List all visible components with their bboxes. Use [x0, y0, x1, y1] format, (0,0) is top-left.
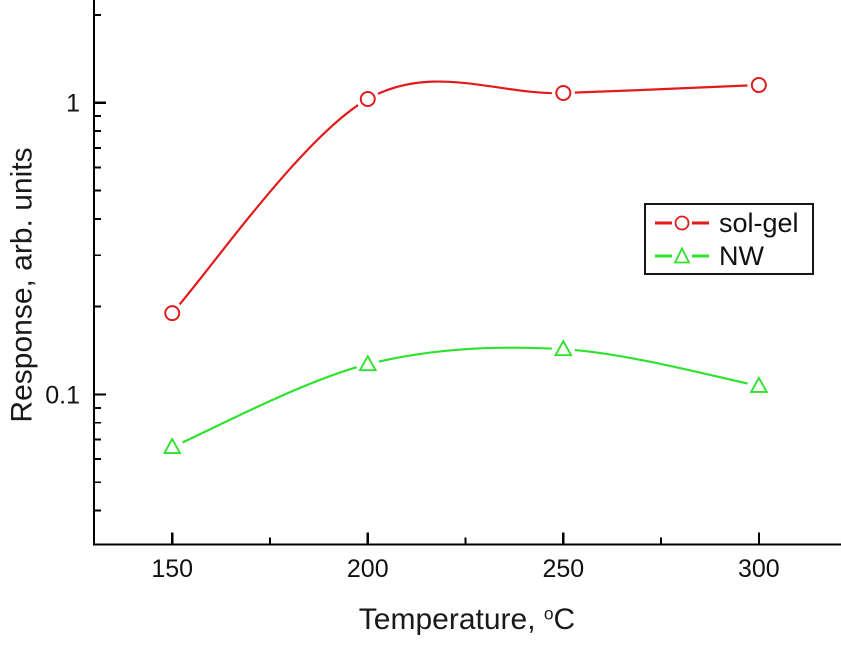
marker-circle-sol-gel-200 [359, 90, 376, 107]
y-tick-label: 0.1 [45, 381, 80, 409]
legend-item-nw: NW [654, 240, 812, 272]
marker-triangle-NW-150 [162, 437, 182, 455]
legend-sample-circle-icon [655, 215, 709, 230]
marker-triangle-NW-250 [553, 339, 573, 357]
x-tick-label: 250 [542, 555, 584, 583]
x-tick-label: 150 [151, 555, 193, 583]
degree-superscript: o [543, 603, 554, 624]
marker-circle-sol-gel-250 [555, 84, 572, 101]
series-line-NW [171, 346, 760, 449]
x-axis-title-text: Temperature, [358, 603, 544, 636]
x-axis-title: Temperature, oC [93, 602, 841, 638]
marker-triangle-NW-300 [749, 375, 769, 393]
x-tick-label: 300 [738, 555, 780, 583]
x-tick-label: 200 [347, 555, 389, 583]
legend-label-sol-gel: sol-gel [719, 207, 799, 238]
y-axis-title-text: Response, arb. units [5, 147, 39, 423]
marker-circle-sol-gel-150 [164, 305, 181, 322]
legend-item-sol-gel: sol-gel [654, 207, 812, 239]
x-axis-title-unit: C [553, 603, 576, 636]
legend: sol-gel NW [644, 203, 814, 275]
legend-sample-triangle-icon [655, 245, 709, 263]
legend-label-nw: NW [719, 240, 764, 271]
series-line-sol-gel [171, 80, 760, 315]
y-axis-title: Response, arb. units [5, 13, 41, 558]
y-tick-label: 1 [66, 90, 80, 118]
marker-triangle-NW-200 [358, 354, 378, 372]
marker-circle-sol-gel-300 [750, 77, 767, 94]
